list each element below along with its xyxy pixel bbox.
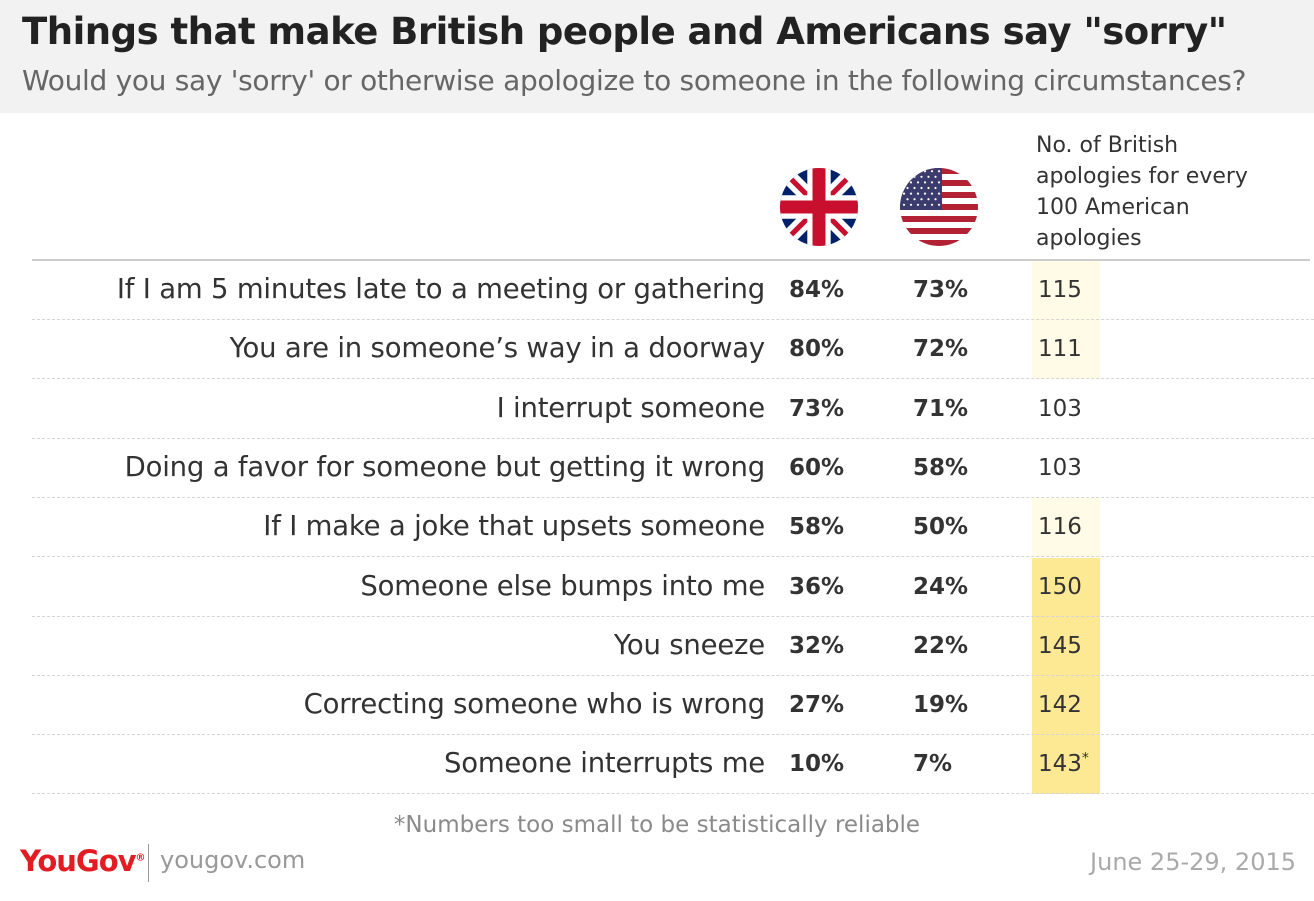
uk-value: 32% xyxy=(789,632,845,659)
ratio-highlight xyxy=(1032,557,1100,617)
row-separator xyxy=(32,615,1314,617)
ratio-value: 142 xyxy=(1038,692,1082,718)
us-value: 58% xyxy=(913,454,969,481)
us-value: 73% xyxy=(913,277,969,303)
row-label: If I make a joke that upsets someone xyxy=(263,510,765,543)
footnote: *Numbers too small to be statistically r… xyxy=(393,812,921,838)
row-label: You are in someone’s way in a doorway xyxy=(229,332,766,365)
table-row: Correcting someone who is wrong 27% 19% 142 xyxy=(0,676,1314,736)
us-value: 50% xyxy=(913,514,969,541)
us-value: 72% xyxy=(913,336,969,363)
source-url: yougov.com xyxy=(160,846,306,874)
ratio-number: 103 xyxy=(1038,454,1082,481)
ratio-value: 115 xyxy=(1038,277,1082,303)
chart-subtitle: Would you say 'sorry' or otherwise apolo… xyxy=(22,64,1247,97)
uk-value: 27% xyxy=(789,692,845,719)
row-separator xyxy=(32,319,1314,320)
ratio-header-line: apologies xyxy=(1036,226,1142,251)
survey-date: June 25-29, 2015 xyxy=(1090,848,1296,876)
uk-value: 58% xyxy=(789,514,845,541)
ratio-value: 143* xyxy=(1038,751,1089,777)
table-row: I interrupt someone 73% 71% 103 xyxy=(0,380,1314,439)
ratio-number: 115 xyxy=(1038,277,1082,303)
ratio-footnote-marker: * xyxy=(1081,750,1089,767)
ratio-highlight xyxy=(1032,735,1100,795)
ratio-value: 103 xyxy=(1038,455,1082,481)
table-row: You are in someone’s way in a doorway 80%… xyxy=(0,320,1314,380)
ratio-number: 116 xyxy=(1038,514,1082,541)
uk-value: 84% xyxy=(789,277,845,303)
uk-value: 10% xyxy=(789,751,845,778)
row-separator xyxy=(32,556,1314,558)
us-value: 24% xyxy=(913,573,969,600)
chart-title: Things that make British people and Amer… xyxy=(22,10,1227,53)
logo-divider xyxy=(148,844,149,882)
us-value: 22% xyxy=(913,632,969,659)
ratio-value: 150 xyxy=(1038,574,1082,600)
table-row: If I am 5 minutes late to a meeting or g… xyxy=(0,261,1314,320)
logo-text: YouGov xyxy=(20,844,137,878)
ratio-column-header: No. of British apologies for every 100 A… xyxy=(1036,130,1306,254)
us-flag-icon xyxy=(900,168,978,246)
row-label: Doing a favor for someone but getting it… xyxy=(124,450,766,483)
ratio-value: 103 xyxy=(1038,396,1082,422)
uk-value: 60% xyxy=(789,454,845,481)
ratio-number: 145 xyxy=(1038,632,1082,659)
row-label: You sneeze xyxy=(613,628,765,661)
ratio-highlight xyxy=(1032,261,1100,320)
table-row: Someone else bumps into me 36% 24% 150 xyxy=(0,557,1314,617)
uk-flag-icon xyxy=(780,168,858,246)
row-separator xyxy=(32,793,1314,795)
ratio-header-line: apologies for every xyxy=(1036,164,1248,189)
row-separator xyxy=(32,674,1314,676)
ratio-number: 143 xyxy=(1038,751,1082,778)
row-separator xyxy=(32,378,1314,380)
us-value: 19% xyxy=(913,692,969,719)
ratio-number: 142 xyxy=(1038,692,1082,719)
row-separator xyxy=(32,437,1314,439)
row-label: I interrupt someone xyxy=(496,391,766,424)
ratio-value: 111 xyxy=(1038,336,1082,362)
ratio-number: 111 xyxy=(1038,336,1082,363)
ratio-number: 103 xyxy=(1038,395,1082,422)
header-divider xyxy=(32,259,1310,261)
row-separator xyxy=(32,496,1314,498)
ratio-highlight xyxy=(1032,676,1100,736)
table-row: You sneeze 32% 22% 145 xyxy=(0,616,1314,676)
row-label: Someone else bumps into me xyxy=(360,569,765,602)
ratio-highlight xyxy=(1032,616,1100,676)
ratio-header-line: No. of British xyxy=(1036,133,1179,158)
uk-value: 36% xyxy=(789,573,845,600)
table-row: Doing a favor for someone but getting it… xyxy=(0,439,1314,498)
table-row: Someone interrupts me 10% 7% 143* xyxy=(0,735,1314,795)
table-row: If I make a joke that upsets someone 58% 5… xyxy=(0,498,1314,558)
ratio-value: 116 xyxy=(1038,514,1082,540)
row-label: Correcting someone who is wrong xyxy=(303,688,766,721)
uk-value: 73% xyxy=(789,395,845,422)
ratio-number: 150 xyxy=(1038,573,1082,600)
ratio-highlight xyxy=(1032,498,1100,558)
row-separator xyxy=(32,734,1314,736)
ratio-highlight xyxy=(1032,320,1100,380)
yougov-logo: YouGov® xyxy=(20,844,146,878)
row-label: If I am 5 minutes late to a meeting or g… xyxy=(116,273,765,305)
uk-value: 80% xyxy=(789,336,845,363)
ratio-value: 145 xyxy=(1038,633,1082,659)
us-value: 7% xyxy=(913,751,953,778)
ratio-header-line: 100 American xyxy=(1036,195,1190,220)
header-band: Things that make British people and Amer… xyxy=(0,0,1314,113)
row-label: Someone interrupts me xyxy=(443,747,765,780)
us-value: 71% xyxy=(913,395,969,422)
